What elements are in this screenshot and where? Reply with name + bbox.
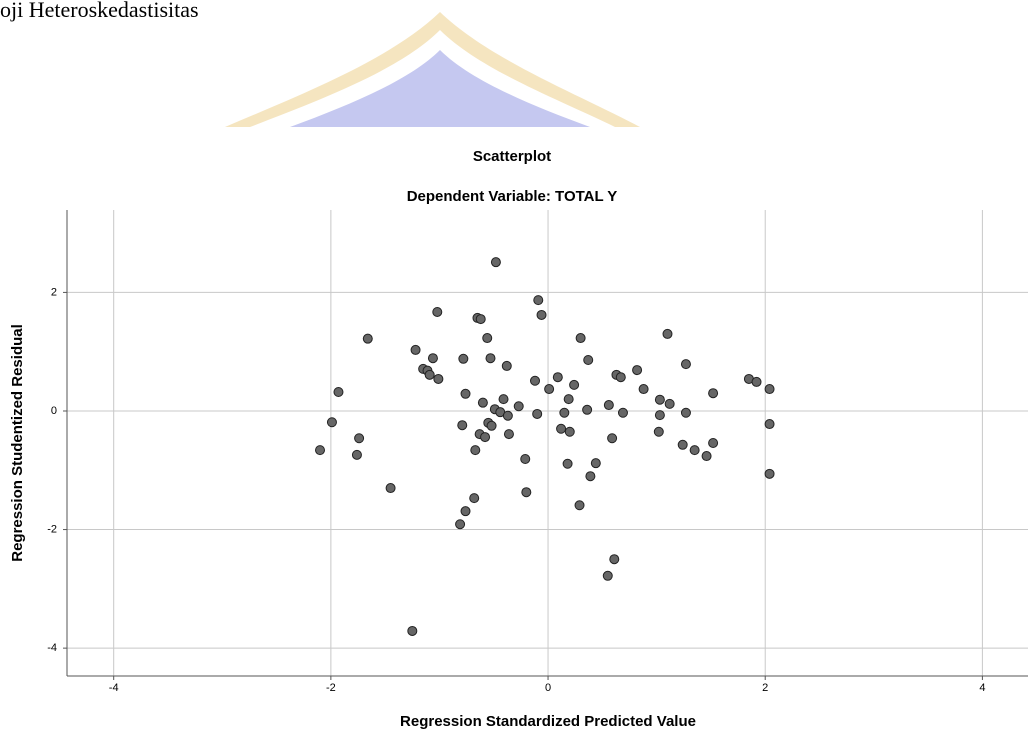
point bbox=[532, 408, 543, 419]
point bbox=[544, 384, 555, 395]
point bbox=[501, 360, 512, 371]
y-tick-label: 0 bbox=[51, 405, 57, 417]
point bbox=[480, 432, 491, 443]
point bbox=[552, 372, 563, 383]
point bbox=[460, 388, 471, 399]
y-tick-label: -4 bbox=[47, 642, 57, 654]
point bbox=[503, 429, 514, 440]
watermark bbox=[225, 12, 640, 127]
point bbox=[455, 519, 466, 530]
point bbox=[603, 400, 614, 411]
point bbox=[407, 625, 418, 636]
point bbox=[475, 314, 486, 325]
point bbox=[477, 397, 488, 408]
point bbox=[536, 309, 547, 320]
point bbox=[751, 376, 762, 387]
point bbox=[315, 445, 326, 456]
point bbox=[351, 449, 362, 460]
point bbox=[502, 410, 513, 421]
point bbox=[530, 375, 541, 386]
point bbox=[664, 398, 675, 409]
point bbox=[654, 410, 665, 421]
point bbox=[607, 433, 618, 444]
point bbox=[575, 333, 586, 344]
point bbox=[632, 365, 643, 376]
point bbox=[498, 394, 509, 405]
point bbox=[708, 388, 719, 399]
point bbox=[615, 372, 626, 383]
point bbox=[574, 500, 585, 511]
point bbox=[513, 401, 524, 412]
point bbox=[638, 384, 649, 395]
x-tick-label: 4 bbox=[979, 682, 985, 694]
chart-subtitle: Dependent Variable: TOTAL Y bbox=[407, 188, 618, 205]
point bbox=[457, 420, 468, 431]
point bbox=[333, 387, 344, 398]
point bbox=[583, 354, 594, 365]
point bbox=[424, 369, 435, 380]
x-axis-label: Regression Standardized Predicted Value bbox=[400, 713, 696, 730]
point bbox=[385, 483, 396, 494]
point bbox=[590, 458, 601, 469]
point bbox=[427, 353, 438, 364]
heading: oji Heteroskedastisitas bbox=[0, 0, 199, 22]
point bbox=[533, 295, 544, 306]
x-tick-label: -2 bbox=[326, 682, 336, 694]
point bbox=[562, 458, 573, 469]
chart-title: Scatterplot bbox=[473, 148, 551, 165]
point bbox=[701, 451, 712, 462]
point bbox=[569, 379, 580, 390]
point bbox=[708, 438, 719, 448]
point bbox=[460, 506, 471, 517]
point bbox=[654, 394, 665, 405]
point bbox=[485, 353, 496, 364]
point bbox=[764, 468, 775, 479]
point bbox=[680, 359, 691, 370]
x-tick-label: 0 bbox=[545, 682, 551, 694]
point bbox=[490, 257, 501, 268]
point bbox=[520, 454, 531, 465]
point bbox=[458, 353, 469, 364]
point bbox=[585, 471, 596, 482]
point bbox=[410, 344, 421, 355]
point bbox=[326, 417, 337, 428]
point bbox=[602, 570, 613, 581]
point bbox=[653, 426, 664, 437]
point bbox=[689, 445, 700, 456]
point bbox=[432, 306, 443, 317]
point bbox=[582, 404, 593, 415]
point bbox=[354, 433, 365, 444]
point bbox=[482, 333, 493, 344]
point bbox=[556, 423, 567, 434]
point bbox=[609, 554, 620, 565]
point bbox=[677, 439, 688, 450]
point bbox=[563, 394, 574, 405]
point bbox=[617, 407, 628, 418]
y-tick-label: 2 bbox=[51, 286, 57, 298]
point bbox=[559, 407, 570, 418]
point bbox=[764, 419, 775, 430]
y-tick-label: -2 bbox=[47, 523, 57, 535]
point bbox=[680, 407, 691, 418]
x-tick-label: -4 bbox=[109, 682, 119, 694]
point bbox=[521, 487, 532, 498]
point bbox=[564, 426, 575, 437]
point bbox=[486, 420, 497, 431]
point bbox=[469, 493, 480, 504]
point bbox=[470, 445, 481, 456]
x-tick-label: 2 bbox=[762, 682, 768, 694]
point bbox=[662, 328, 673, 339]
point bbox=[362, 333, 373, 344]
point bbox=[764, 384, 775, 395]
y-axis-label: Regression Studentized Residual bbox=[9, 324, 26, 562]
point bbox=[433, 373, 444, 384]
